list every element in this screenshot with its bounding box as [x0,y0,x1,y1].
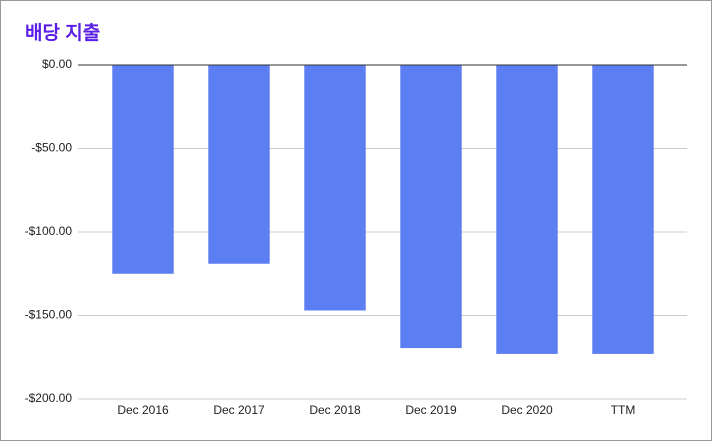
bar [400,65,462,349]
x-tick-label: Dec 2019 [405,403,457,417]
y-tick-label: $0.00 [42,57,72,71]
bar [112,65,174,274]
x-tick-label: Dec 2020 [501,403,553,417]
bar [208,65,270,264]
x-tick-label: Dec 2018 [309,403,361,417]
x-tick-label: Dec 2016 [117,403,169,417]
y-tick-label: -$150.00 [25,308,73,322]
bar [592,65,654,354]
y-tick-label: -$200.00 [25,391,73,405]
y-tick-label: -$100.00 [25,224,73,238]
y-tick-label: -$50.00 [31,141,72,155]
chart-title: 배당 지출 [25,22,100,44]
x-tick-label: Dec 2017 [213,403,265,417]
bar [304,65,366,311]
bar [496,65,558,354]
x-tick-label: TTM [611,403,636,417]
